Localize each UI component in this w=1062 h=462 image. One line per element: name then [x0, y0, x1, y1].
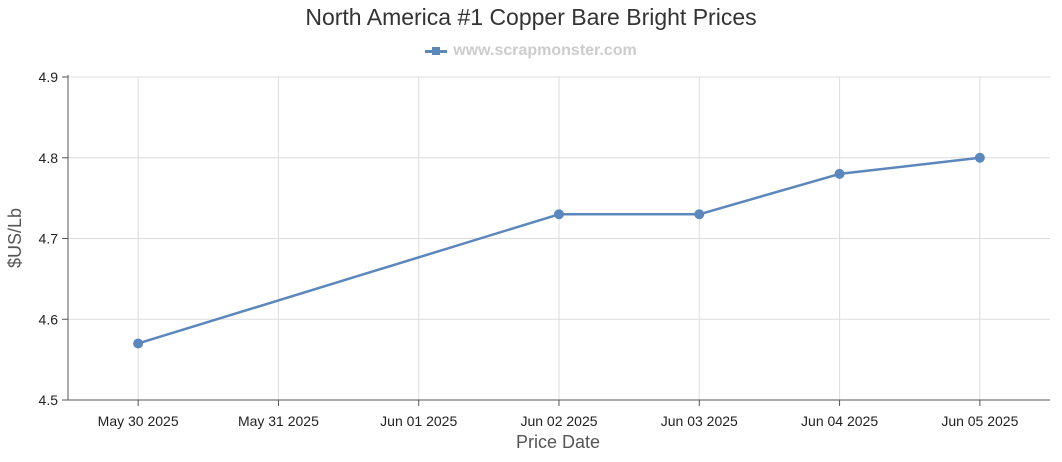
y-tick-label: 4.5: [39, 392, 59, 408]
series-group: [133, 152, 985, 349]
x-tick-label: Jun 04 2025: [801, 413, 878, 429]
legend-label: www.scrapmonster.com: [453, 42, 637, 59]
y-tick-label: 4.8: [39, 150, 59, 166]
x-tick-label: May 30 2025: [98, 413, 179, 429]
data-point: [694, 209, 705, 220]
grid-lines: [68, 76, 1050, 400]
data-point: [554, 209, 564, 220]
legend-swatch-icon: [425, 46, 448, 56]
data-point: [834, 168, 845, 179]
y-tick-label: 4.7: [39, 231, 59, 247]
x-tick-label: Jun 03 2025: [661, 413, 738, 429]
y-axis-label: $US/Lb: [5, 208, 25, 268]
chart-title: North America #1 Copper Bare Bright Pric…: [305, 4, 757, 30]
x-tick-label: Jun 02 2025: [520, 413, 597, 429]
data-point: [133, 338, 144, 349]
x-tick-label: Jun 05 2025: [941, 413, 1018, 429]
x-tick-label: Jun 01 2025: [380, 413, 457, 429]
tick-labels: 4.5 4.6 4.7 4.8 4.9 May 30 2025 May 31 2025 Jun…: [39, 69, 1019, 429]
axes: [62, 75, 1050, 406]
x-axis-label: Price Date: [516, 432, 600, 452]
y-tick-label: 4.9: [39, 69, 59, 85]
x-tick-label: May 31 2025: [238, 413, 319, 429]
y-tick-label: 4.6: [39, 311, 59, 327]
chart-legend[interactable]: www.scrapmonster.com: [0, 42, 1062, 60]
data-point: [974, 152, 985, 163]
